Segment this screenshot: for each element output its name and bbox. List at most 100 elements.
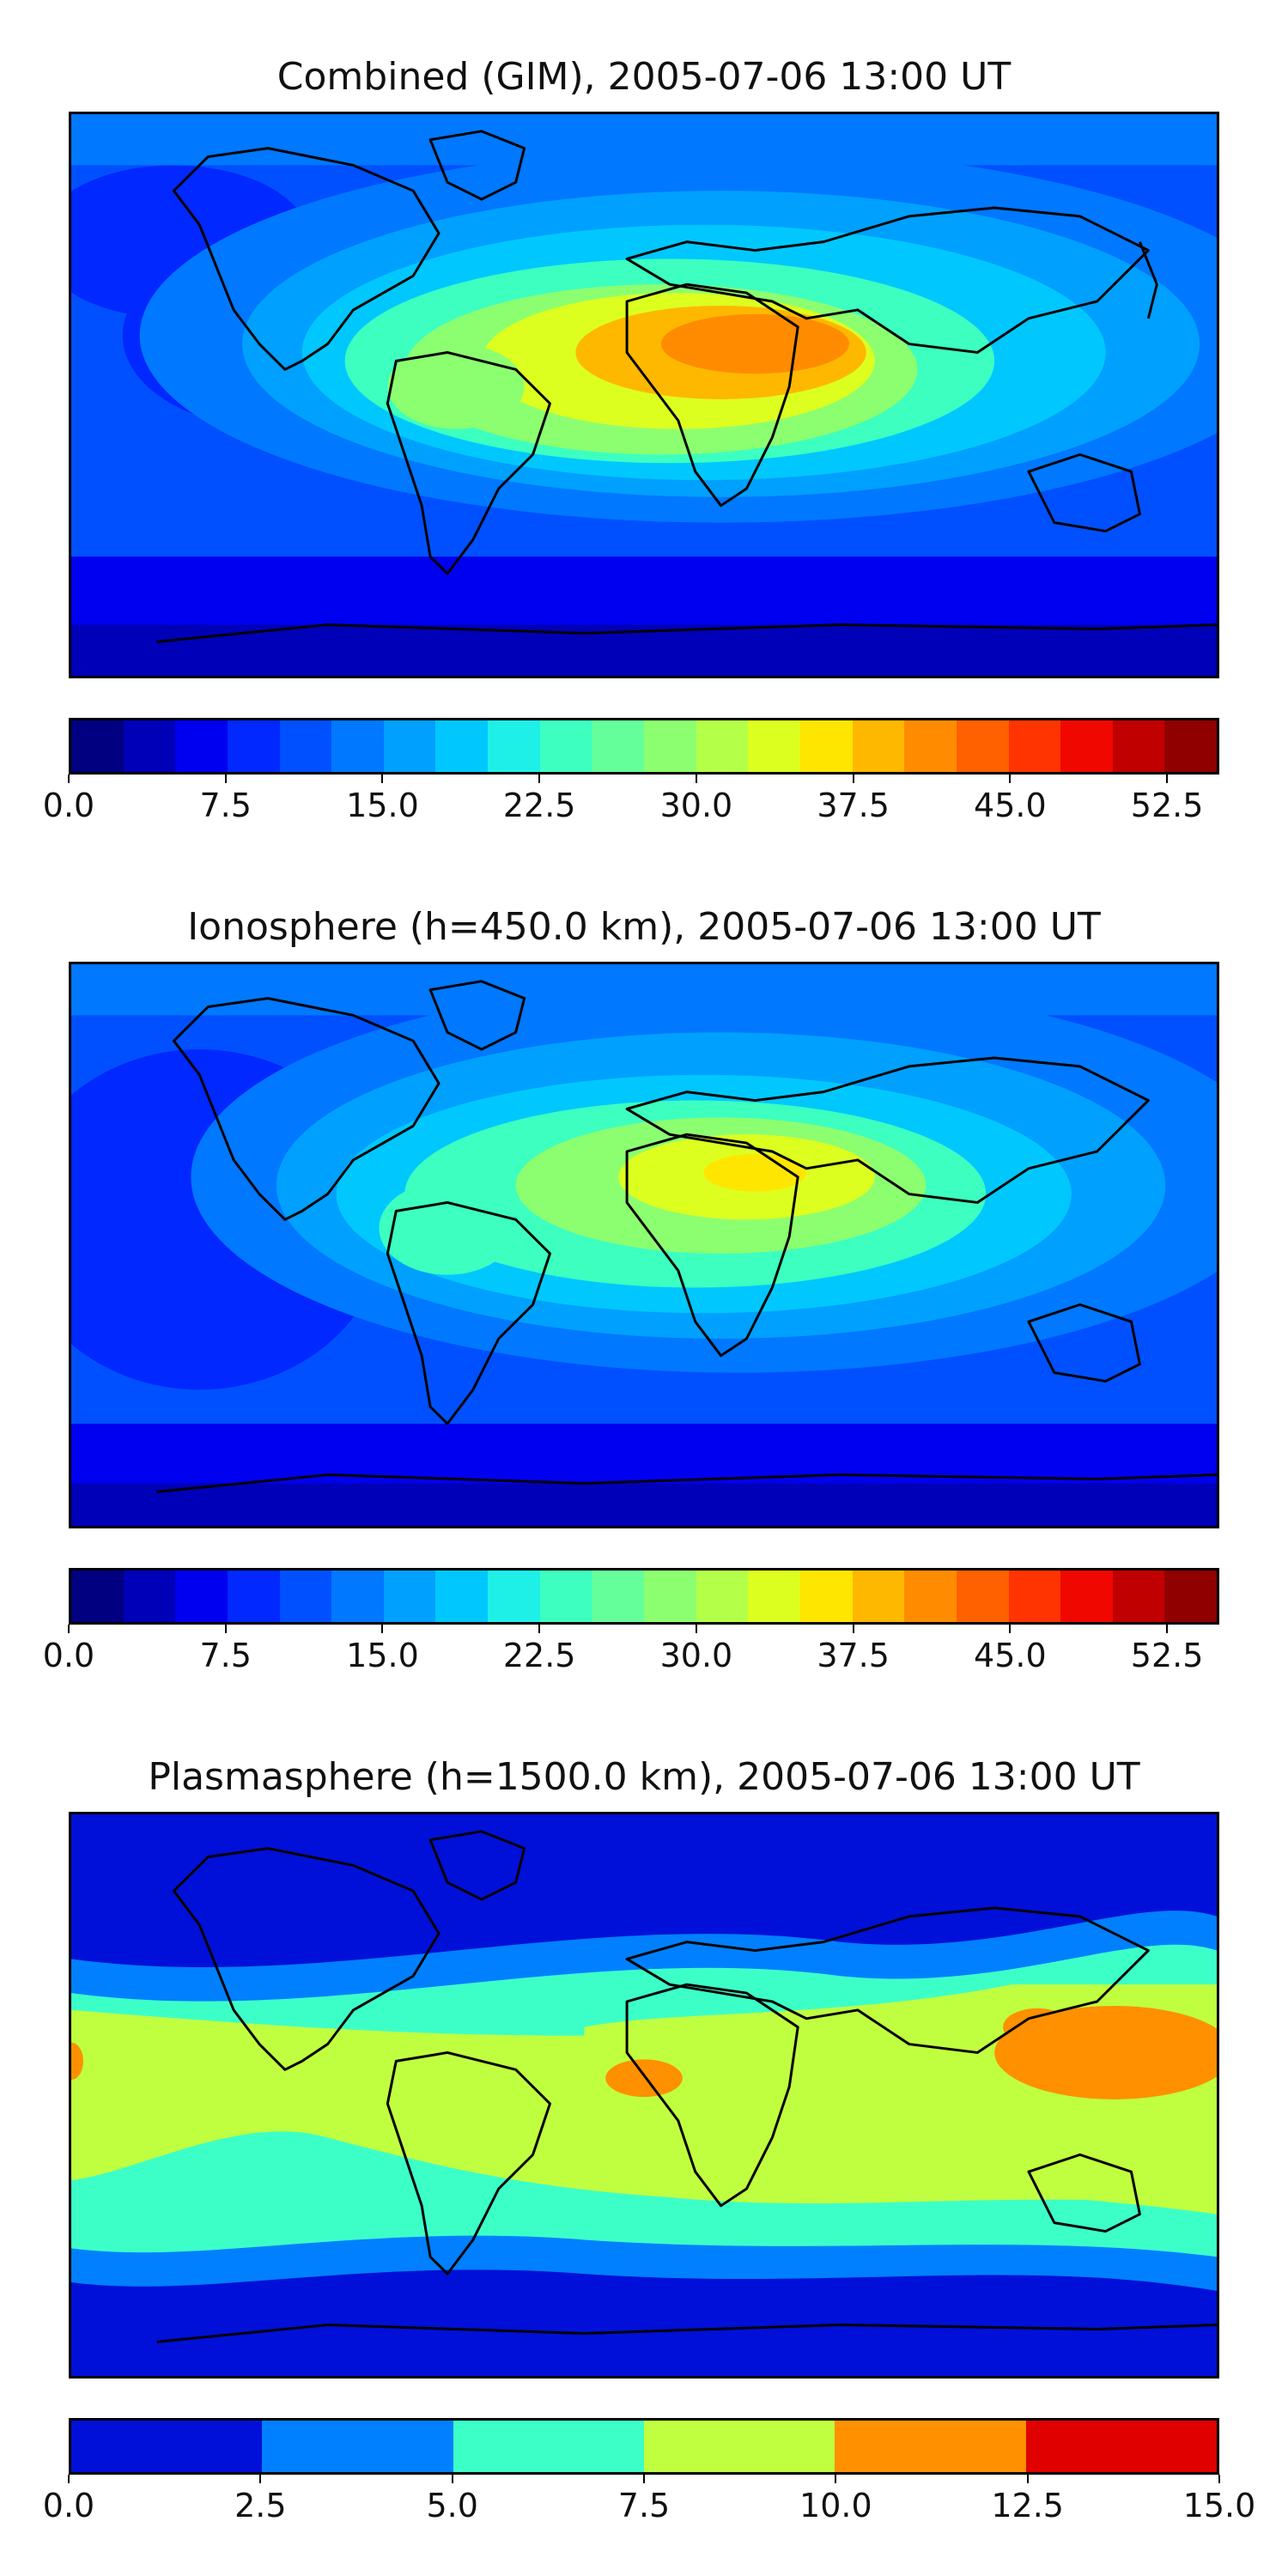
colorbar-segment (227, 720, 280, 772)
colorbar-segment (435, 1571, 489, 1622)
colorbar-tick (224, 775, 227, 783)
colorbar-tick (538, 775, 541, 783)
colorbar-tick-label: 7.5 (199, 787, 252, 824)
colorbar-tick (1166, 1625, 1169, 1633)
colorbar-tick-label: 45.0 (974, 787, 1047, 824)
colorbar-tick-label: 7.5 (199, 1637, 252, 1674)
colorbar-segment (1025, 2421, 1217, 2472)
map-ionosphere (69, 962, 1219, 1528)
colorbar-segment (592, 720, 645, 772)
colorbar-segment (644, 720, 696, 772)
colorbar-segment (956, 1571, 1009, 1622)
colorbar-segment (488, 1571, 540, 1622)
colorbar-segment (956, 720, 1009, 772)
colorbar-segment (696, 720, 749, 772)
colorbar-segment (852, 1571, 905, 1622)
colorbar-segment (1164, 720, 1218, 772)
colorbar-tick-label: 22.5 (502, 1637, 576, 1674)
colorbar-segment (1008, 720, 1061, 772)
colorbar-tick (695, 1625, 697, 1633)
colorbar-segment (644, 1571, 696, 1622)
colorbar-segment (71, 1571, 124, 1622)
colorbar-segment (748, 720, 800, 772)
colorbar-segment (262, 2421, 453, 2472)
colorbar-segment (643, 2421, 835, 2472)
map-combined (69, 112, 1219, 678)
colorbar-tick-label: 22.5 (502, 787, 576, 824)
colorbar-tick-label: 37.5 (817, 1637, 890, 1674)
colorbar-segment (488, 720, 540, 772)
colorbar-segment (1008, 1571, 1061, 1622)
colorbar-segment (453, 2421, 644, 2472)
colorbar-tick-label: 10.0 (799, 2487, 872, 2524)
colorbar-segment (71, 2421, 263, 2472)
colorbar-segment (175, 720, 228, 772)
colorbar-tick (1009, 775, 1012, 783)
colorbar-segment (331, 1571, 384, 1622)
colorbar-tick (852, 775, 854, 783)
panel-title-plasmasphere: Plasmasphere (h=1500.0 km), 2005-07-06 1… (148, 1755, 1140, 1799)
colorbar-segment (1060, 720, 1113, 772)
colorbar-segment (696, 1571, 749, 1622)
colorbar-segment (383, 1571, 436, 1622)
colorbar-tick-label: 0.0 (42, 1637, 95, 1674)
colorbar-tick-label: 2.5 (234, 2487, 287, 2524)
colorbar-segment (852, 720, 905, 772)
colorbar-segment (1060, 1571, 1113, 1622)
colorbar-segment (835, 2421, 1026, 2472)
colorbar-tick (224, 1625, 227, 1633)
colorbar-segment (123, 1571, 176, 1622)
colorbar-segment (279, 720, 332, 772)
colorbar-segment (904, 1571, 957, 1622)
colorbar-segment (71, 720, 124, 772)
colorbar-combined (69, 718, 1219, 775)
colorbar-segment (383, 720, 436, 772)
colorbar-tick (451, 2475, 453, 2483)
colorbar-tick-label: 30.0 (659, 1637, 733, 1674)
colorbar-ticks-combined: 0.0 7.5 15.0 22.5 30.0 37.5 45.0 52.5 (43, 775, 1219, 826)
colorbar-tick-label: 12.5 (991, 2487, 1064, 2524)
colorbar-tick-label: 5.0 (426, 2487, 478, 2524)
colorbar-tick-label: 45.0 (974, 1637, 1047, 1674)
colorbar-segment (279, 1571, 332, 1622)
colorbar-tick (695, 775, 697, 783)
colorbar-tick-label: 0.0 (42, 2487, 95, 2524)
colorbar-segment (227, 1571, 280, 1622)
colorbar-tick (68, 775, 70, 783)
colorbar-segment (1164, 1571, 1218, 1622)
panel-title-combined: Combined (GIM), 2005-07-06 13:00 UT (276, 55, 1012, 99)
colorbar-tick (68, 1625, 70, 1633)
colorbar-tick (1009, 1625, 1012, 1633)
colorbar-tick (643, 2475, 645, 2483)
colorbar-tick-label: 52.5 (1130, 787, 1204, 824)
colorbar-tick (259, 2475, 262, 2483)
colorbar-ticks-plasmasphere: 0.0 2.5 5.0 7.5 10.0 12.5 15.0 (43, 2475, 1255, 2526)
colorbar-segment (1112, 1571, 1165, 1622)
colorbar-tick-label: 0.0 (42, 787, 95, 824)
colorbar-segment (539, 1571, 592, 1622)
colorbar-segment (592, 1571, 645, 1622)
colorbar-segment (539, 720, 592, 772)
colorbar-ticks-ionosphere: 0.0 7.5 15.0 22.5 30.0 37.5 45.0 52.5 (43, 1625, 1219, 1676)
colorbar-tick-label: 37.5 (817, 787, 890, 824)
colorbar-tick-label: 15.0 (346, 1637, 419, 1674)
colorbar-ionosphere (69, 1568, 1219, 1625)
colorbar-segment (748, 1571, 800, 1622)
colorbar-tick (538, 1625, 541, 1633)
colorbar-tick (1026, 2475, 1029, 2483)
colorbar-segment (799, 1571, 853, 1622)
colorbar-segment (123, 720, 176, 772)
colorbar-tick-label: 15.0 (1182, 2487, 1256, 2524)
colorbar-tick (1166, 775, 1169, 783)
panel-title-ionosphere: Ionosphere (h=450.0 km), 2005-07-06 13:0… (187, 905, 1101, 949)
colorbar-tick (381, 1625, 384, 1633)
colorbar-segment (435, 720, 489, 772)
colorbar-segment (331, 720, 384, 772)
colorbar-plasmasphere (69, 2418, 1219, 2475)
colorbar-tick (381, 775, 384, 783)
colorbar-tick (852, 1625, 854, 1633)
map-plasmasphere (69, 1812, 1219, 2379)
colorbar-tick (68, 2475, 70, 2483)
colorbar-tick-label: 52.5 (1130, 1637, 1204, 1674)
colorbar-segment (904, 720, 957, 772)
